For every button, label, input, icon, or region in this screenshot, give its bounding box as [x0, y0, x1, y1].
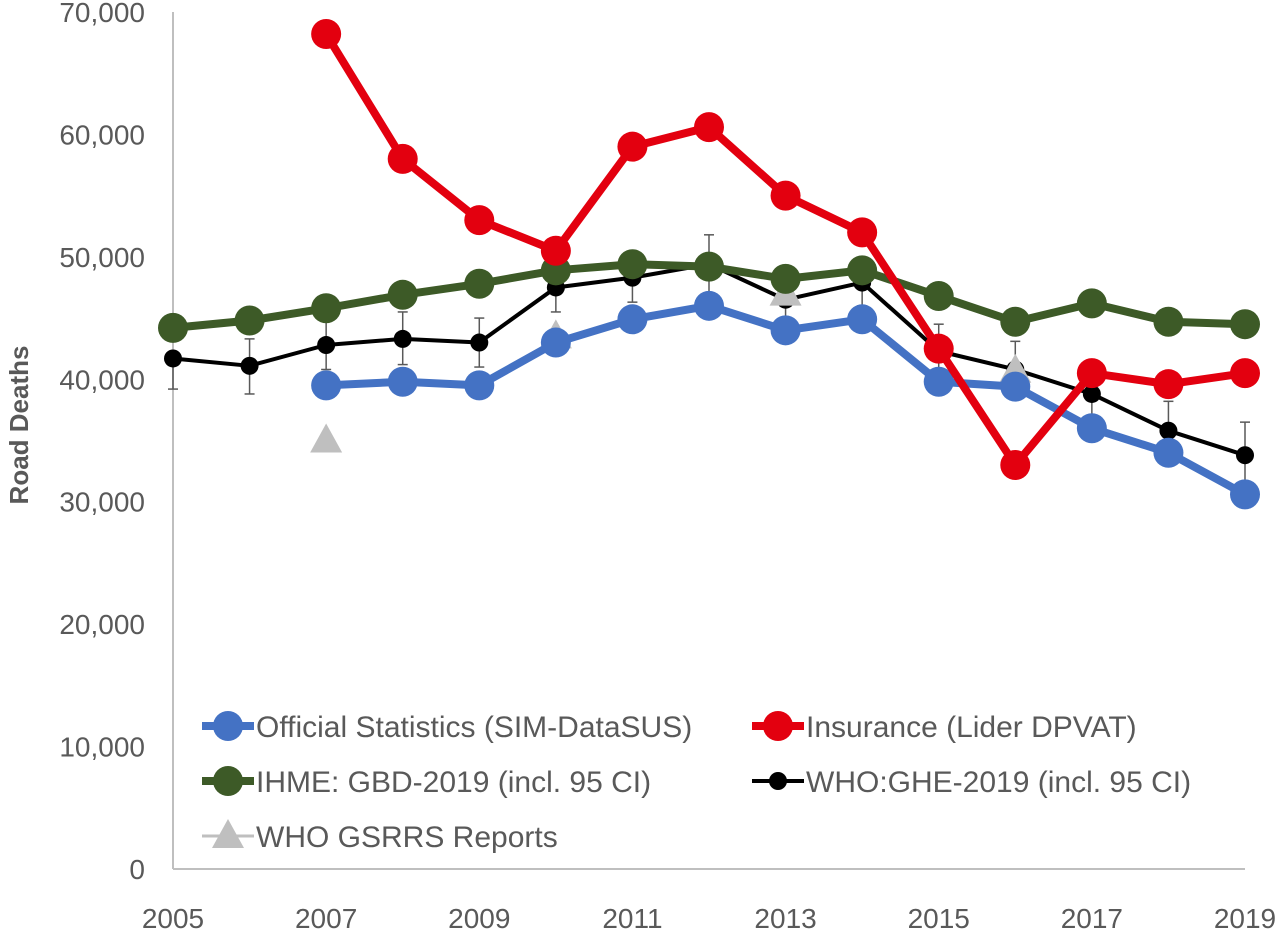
- legend-swatch-marker: [212, 819, 244, 848]
- plot-area: [158, 19, 1260, 510]
- insurance-lider-dpvat-point: [617, 131, 648, 162]
- insurance-lider-dpvat-point: [311, 19, 342, 50]
- x-tick-label: 2019: [1214, 903, 1276, 930]
- who-ghe-2019-incl-95-ci-point: [1159, 421, 1178, 440]
- official-statistics-sim-datasus-point: [923, 366, 954, 397]
- y-tick-label: 50,000: [59, 242, 145, 273]
- y-tick-label: 20,000: [59, 609, 145, 640]
- who-ghe-2019-incl-95-ci-point: [1236, 446, 1254, 465]
- legend-swatch-marker: [213, 711, 243, 741]
- y-axis-title: Road Deaths: [4, 346, 34, 505]
- y-tick-label: 40,000: [59, 364, 145, 395]
- legend-label-insurance-lider-dpvat: Insurance (Lider DPVAT): [806, 711, 1137, 744]
- y-tick-label: 30,000: [59, 487, 145, 518]
- x-tick-label: 2015: [908, 903, 970, 930]
- y-tick-label: 0: [129, 854, 145, 885]
- legend-label-who-gsrrs-reports: WHO GSRRS Reports: [256, 821, 558, 854]
- who-ghe-2019-incl-95-ci-point: [470, 333, 489, 352]
- legend-label-ihme-gbd-2019-incl-95-ci: IHME: GBD-2019 (incl. 95 CI): [256, 766, 651, 799]
- official-statistics-sim-datasus-point: [770, 315, 801, 346]
- official-statistics-sim-datasus-point: [540, 327, 571, 358]
- ihme-gbd-2019-incl-95-ci-point: [694, 251, 724, 282]
- official-statistics-sim-datasus-point: [617, 304, 648, 335]
- official-statistics-sim-datasus-point: [464, 370, 495, 401]
- insurance-lider-dpvat-point: [1153, 369, 1184, 400]
- who-ghe-2019-incl-95-ci-point: [393, 329, 412, 348]
- ihme-gbd-2019-incl-95-ci-point: [617, 249, 648, 280]
- who-ghe-2019-incl-95-ci-point: [164, 349, 182, 368]
- who-ghe-2019-incl-95-ci-point: [240, 356, 259, 375]
- official-statistics-sim-datasus-point: [1153, 437, 1184, 468]
- official-statistics-sim-datasus-point: [387, 366, 418, 397]
- x-tick-labels: 2005 2007 2009 2011 2013 2015 2017 2019: [142, 903, 1276, 930]
- insurance-lider-dpvat-point: [464, 205, 495, 236]
- y-tick-label: 60,000: [59, 119, 145, 150]
- x-tick-label: 2005: [142, 903, 204, 930]
- insurance-lider-dpvat-point: [923, 333, 954, 364]
- official-statistics-sim-datasus-point: [694, 290, 724, 321]
- ihme-gbd-2019-incl-95-ci-point: [311, 293, 342, 324]
- official-statistics-sim-datasus-point: [847, 304, 878, 335]
- ihme-gbd-2019-incl-95-ci-point: [1230, 309, 1260, 340]
- official-statistics-sim-datasus-series: [311, 290, 1260, 510]
- insurance-lider-dpvat-point: [540, 235, 571, 266]
- official-statistics-sim-datasus-point: [311, 370, 342, 401]
- x-tick-label: 2013: [754, 903, 816, 930]
- legend-swatch-marker: [769, 772, 787, 790]
- official-statistics-sim-datasus-point: [1000, 371, 1031, 402]
- ihme-gbd-2019-incl-95-ci-point: [387, 279, 418, 310]
- y-tick-labels: 0 10,000 20,000 30,000 40,000 50,000 60,000 70,…: [59, 0, 145, 885]
- who-gsrrs-reports-point: [310, 423, 343, 453]
- who-ghe-2019-incl-95-ci-point: [317, 336, 336, 355]
- ihme-gbd-2019-incl-95-ci-point: [923, 281, 954, 312]
- ihme-gbd-2019-incl-95-ci-point: [234, 305, 265, 336]
- legend: Official Statistics (SIM-DataSUS) Insuran…: [202, 711, 1191, 854]
- insurance-lider-dpvat-point: [847, 217, 878, 248]
- x-tick-label: 2011: [602, 903, 662, 930]
- insurance-lider-dpvat-point: [694, 112, 724, 143]
- official-statistics-sim-datasus-point: [1230, 479, 1260, 510]
- insurance-lider-dpvat-point: [770, 180, 801, 211]
- ihme-gbd-2019-incl-95-ci-point: [770, 263, 801, 294]
- official-statistics-sim-datasus-point: [1076, 413, 1107, 444]
- ihme-gbd-2019-incl-95-ci-point: [1076, 288, 1107, 319]
- ihme-gbd-2019-incl-95-ci-point: [1000, 306, 1031, 337]
- y-tick-label: 70,000: [59, 0, 145, 28]
- legend-label-official-statistics-sim-datasus: Official Statistics (SIM-DataSUS): [256, 711, 692, 744]
- axes: [172, 12, 1245, 870]
- ihme-gbd-2019-incl-95-ci-series: [158, 249, 1260, 343]
- ihme-gbd-2019-incl-95-ci-point: [847, 255, 878, 286]
- legend-swatch-marker: [213, 766, 243, 796]
- ihme-gbd-2019-incl-95-ci-point: [464, 268, 495, 299]
- insurance-lider-dpvat-point: [1076, 358, 1107, 389]
- ihme-gbd-2019-incl-95-ci-point: [1153, 306, 1184, 337]
- insurance-lider-dpvat-point: [1000, 449, 1031, 480]
- insurance-lider-dpvat-point: [1230, 358, 1260, 389]
- x-tick-label: 2009: [448, 903, 510, 930]
- x-tick-label: 2017: [1061, 903, 1123, 930]
- legend-label-who-ghe-2019-incl-95-ci: WHO:GHE-2019 (incl. 95 CI): [806, 766, 1191, 799]
- insurance-lider-dpvat-series: [311, 19, 1260, 480]
- y-tick-label: 10,000: [59, 732, 145, 763]
- insurance-lider-dpvat-point: [387, 143, 418, 174]
- ihme-gbd-2019-incl-95-ci-point: [158, 312, 188, 343]
- legend-swatch-marker: [763, 711, 793, 741]
- x-tick-label: 2007: [295, 903, 357, 930]
- who-ghe-2019-incl-95-ci-point: [1082, 384, 1101, 403]
